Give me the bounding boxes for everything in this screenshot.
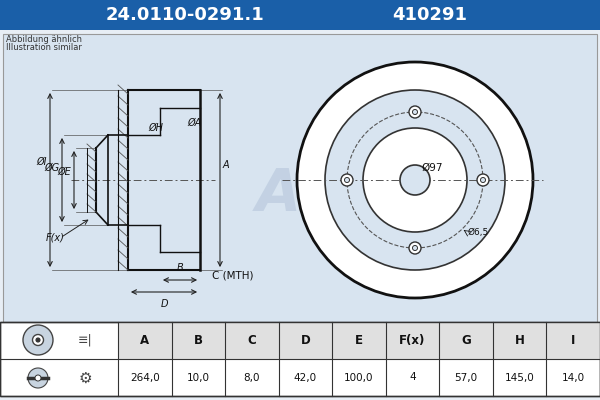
Text: E: E	[355, 334, 363, 347]
FancyBboxPatch shape	[0, 0, 600, 30]
Circle shape	[36, 338, 40, 342]
FancyBboxPatch shape	[278, 322, 332, 359]
Circle shape	[409, 106, 421, 118]
Text: 42,0: 42,0	[294, 372, 317, 382]
Text: Ø97: Ø97	[421, 163, 443, 173]
Text: C: C	[248, 334, 256, 347]
Circle shape	[297, 62, 533, 298]
Text: 8,0: 8,0	[244, 372, 260, 382]
FancyBboxPatch shape	[172, 322, 225, 359]
Text: 410291: 410291	[392, 6, 467, 24]
Text: 145,0: 145,0	[505, 372, 535, 382]
Text: ØG: ØG	[44, 163, 59, 173]
Text: 10,0: 10,0	[187, 372, 210, 382]
Circle shape	[325, 90, 505, 270]
Text: G: G	[461, 334, 471, 347]
Text: F(x): F(x)	[400, 334, 426, 347]
Text: 57,0: 57,0	[455, 372, 478, 382]
Text: ⚙: ⚙	[78, 370, 92, 386]
Text: B: B	[194, 334, 203, 347]
Text: Ate: Ate	[256, 166, 365, 224]
FancyBboxPatch shape	[439, 322, 493, 359]
Circle shape	[477, 174, 489, 186]
Circle shape	[412, 246, 418, 250]
Circle shape	[409, 242, 421, 254]
Circle shape	[35, 375, 41, 381]
Circle shape	[23, 325, 53, 355]
Text: A: A	[140, 334, 149, 347]
Circle shape	[363, 128, 467, 232]
Text: 100,0: 100,0	[344, 372, 374, 382]
Text: H: H	[515, 334, 524, 347]
Text: ØI: ØI	[37, 157, 47, 167]
Text: Ø6,5: Ø6,5	[468, 228, 489, 236]
Circle shape	[412, 110, 418, 114]
Circle shape	[481, 178, 485, 182]
Text: Abbildung ähnlich: Abbildung ähnlich	[6, 35, 82, 44]
Text: 264,0: 264,0	[130, 372, 160, 382]
FancyBboxPatch shape	[547, 322, 600, 359]
Text: ØA: ØA	[187, 118, 201, 128]
Text: B: B	[176, 263, 184, 273]
FancyBboxPatch shape	[386, 322, 439, 359]
Circle shape	[341, 174, 353, 186]
Text: I: I	[571, 334, 575, 347]
Text: 4: 4	[409, 372, 416, 382]
Text: F(x): F(x)	[46, 233, 65, 243]
Text: ØH: ØH	[149, 123, 163, 133]
Text: ≡|: ≡|	[77, 334, 92, 346]
Text: C (MTH): C (MTH)	[212, 270, 254, 280]
Circle shape	[344, 178, 350, 182]
Text: ØE: ØE	[57, 167, 71, 177]
FancyBboxPatch shape	[225, 322, 278, 359]
Text: Illustration similar: Illustration similar	[6, 43, 82, 52]
Text: 14,0: 14,0	[562, 372, 585, 382]
Text: A: A	[223, 160, 230, 170]
Text: D: D	[160, 299, 168, 309]
Text: 24.0110-0291.1: 24.0110-0291.1	[106, 6, 265, 24]
FancyBboxPatch shape	[118, 322, 172, 359]
Circle shape	[28, 368, 48, 388]
FancyBboxPatch shape	[0, 322, 600, 396]
Circle shape	[32, 334, 44, 346]
FancyBboxPatch shape	[493, 322, 547, 359]
Text: D: D	[301, 334, 310, 347]
FancyBboxPatch shape	[3, 34, 597, 322]
Circle shape	[400, 165, 430, 195]
FancyBboxPatch shape	[332, 322, 386, 359]
